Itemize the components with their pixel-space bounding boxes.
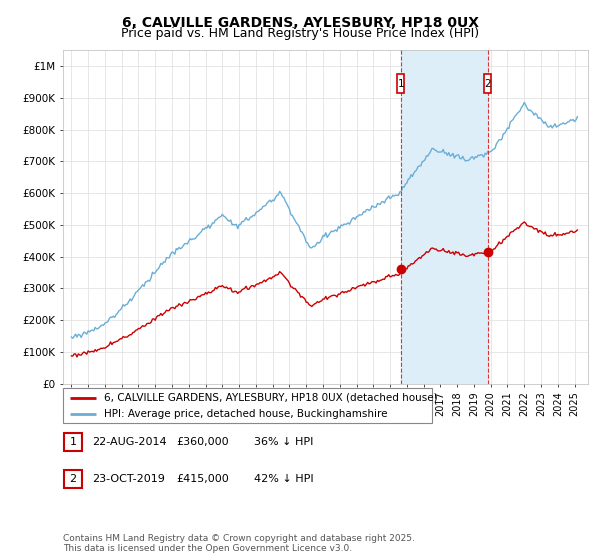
FancyBboxPatch shape [484,74,491,94]
Text: 2: 2 [484,79,491,88]
Text: 6, CALVILLE GARDENS, AYLESBURY, HP18 0UX: 6, CALVILLE GARDENS, AYLESBURY, HP18 0UX [121,16,479,30]
Text: £360,000: £360,000 [176,437,229,447]
Text: 42% ↓ HPI: 42% ↓ HPI [254,474,313,484]
FancyBboxPatch shape [397,74,404,94]
Text: £415,000: £415,000 [176,474,229,484]
Text: 36% ↓ HPI: 36% ↓ HPI [254,437,313,447]
Text: 1: 1 [70,437,76,447]
Text: 2: 2 [70,474,76,484]
Text: 6, CALVILLE GARDENS, AYLESBURY, HP18 0UX (detached house): 6, CALVILLE GARDENS, AYLESBURY, HP18 0UX… [104,393,437,403]
Bar [401,50,488,384]
Text: Contains HM Land Registry data © Crown copyright and database right 2025.
This d: Contains HM Land Registry data © Crown c… [63,534,415,553]
Text: 1: 1 [397,79,404,88]
Text: 23-OCT-2019: 23-OCT-2019 [92,474,164,484]
Text: 22-AUG-2014: 22-AUG-2014 [92,437,166,447]
Text: HPI: Average price, detached house, Buckinghamshire: HPI: Average price, detached house, Buck… [104,409,387,419]
Text: Price paid vs. HM Land Registry's House Price Index (HPI): Price paid vs. HM Land Registry's House … [121,27,479,40]
